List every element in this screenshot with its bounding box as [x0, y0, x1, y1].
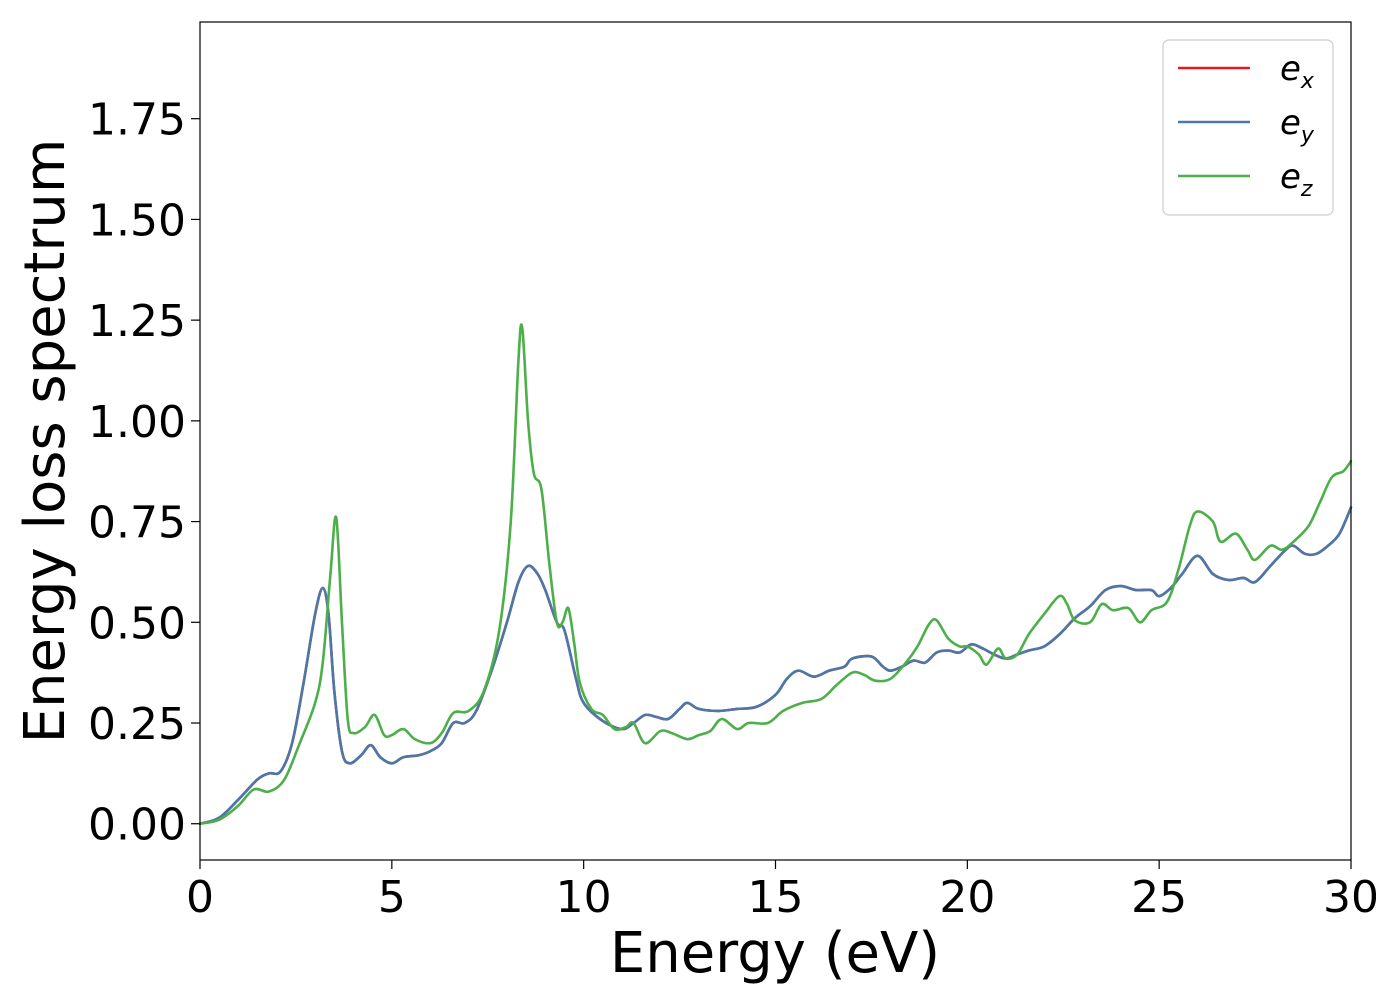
y-axis: 0.00 0.25 0.50 0.75 1.00 1.25 1.50 1.75 — [88, 95, 200, 851]
legend-label-e-y: ey — [1280, 103, 1315, 148]
x-tick-label: 5 — [378, 872, 406, 923]
x-tick-label: 30 — [1323, 872, 1379, 923]
series-line-e-z — [200, 324, 1351, 823]
y-tick-label: 1.25 — [88, 296, 186, 347]
x-tick-label: 20 — [939, 872, 995, 923]
series-layer — [200, 324, 1351, 823]
x-axis-title: Energy (eV) — [610, 921, 940, 986]
x-tick-label: 10 — [556, 872, 612, 923]
legend-box — [1162, 39, 1334, 216]
y-tick-label: 1.50 — [88, 195, 186, 246]
y-tick-label: 0.00 — [88, 800, 186, 851]
x-tick-label: 25 — [1131, 872, 1187, 923]
x-tick-label: 15 — [748, 872, 804, 923]
legend-label-main: e — [1280, 103, 1301, 143]
legend-label-subscript: z — [1300, 177, 1313, 202]
y-axis-title: Energy loss spectrum — [13, 139, 78, 744]
y-tick-label: 0.25 — [88, 699, 186, 750]
y-tick-label: 1.75 — [88, 95, 186, 146]
legend-label-e-z: ez — [1280, 157, 1313, 202]
y-tick-label: 0.75 — [88, 498, 186, 549]
legend-label-main: e — [1280, 157, 1301, 197]
series-line-e-y — [200, 507, 1351, 823]
legend-label-main: e — [1280, 49, 1301, 89]
legend-label-subscript: y — [1300, 123, 1315, 148]
plot-area — [200, 22, 1351, 860]
y-tick-label: 1.00 — [88, 397, 186, 448]
x-axis: 0 5 10 15 20 25 30 — [186, 860, 1379, 923]
y-tick-label: 0.50 — [88, 598, 186, 649]
x-tick-label: 0 — [186, 872, 214, 923]
legend-label-subscript: x — [1300, 69, 1315, 94]
legend-label-e-x: ex — [1280, 49, 1315, 94]
